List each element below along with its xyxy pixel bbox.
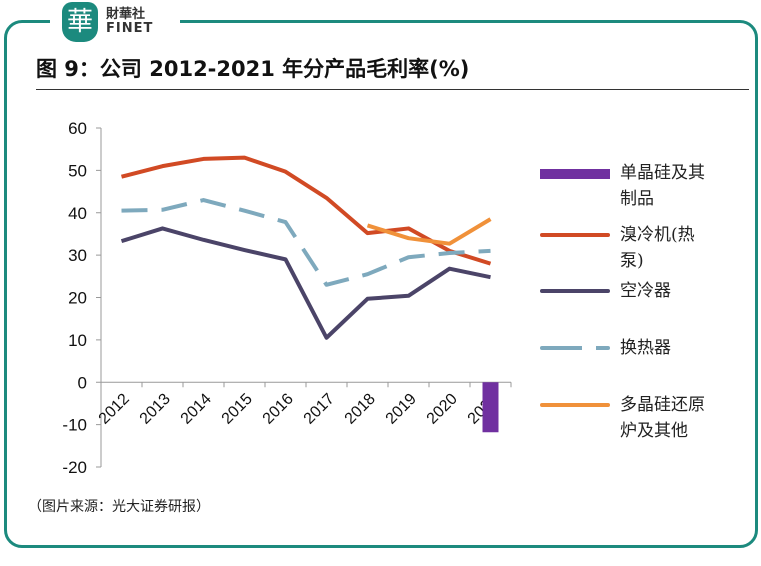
series-line-3	[121, 198, 491, 287]
x-tick-label: 2019	[383, 390, 420, 427]
bar-2021	[482, 382, 499, 433]
y-tick-label: 0	[78, 373, 87, 392]
y-tick-label: 40	[68, 204, 87, 223]
series-line-4	[366, 217, 492, 246]
y-tick-label: 10	[68, 331, 87, 350]
series-line-2	[120, 226, 491, 340]
y-tick-label: -10	[62, 416, 87, 435]
legend-label: 空冷器	[620, 281, 671, 301]
legend-swatch	[540, 233, 610, 237]
legend-label: 多晶硅还原炉及其他	[620, 395, 705, 441]
x-tick-label: 2013	[137, 390, 174, 427]
chart-title: 图 9：公司 2012-2021 年分产品毛利率(%)	[36, 57, 470, 81]
legend-swatch	[540, 346, 610, 350]
legend-swatch	[540, 289, 610, 293]
title-divider	[36, 89, 749, 90]
x-tick-label: 2016	[260, 390, 297, 427]
y-tick-label: 20	[68, 289, 87, 308]
legend-label: 换热器	[620, 338, 671, 358]
legend-label: 溴冷机(热泵)	[620, 225, 695, 271]
y-tick-label: 50	[68, 161, 87, 180]
x-tick-label: 2017	[301, 390, 338, 427]
x-tick-label: 2020	[424, 390, 461, 427]
brand-name: 財華社 FINET	[106, 8, 153, 36]
brand-cn: 財華社	[106, 7, 146, 22]
x-tick-label: 2015	[219, 390, 256, 427]
y-tick-label: 30	[68, 246, 87, 265]
y-tick-label: -20	[62, 458, 87, 477]
legend-label: 单晶硅及其制品	[620, 163, 705, 209]
x-tick-label: 2018	[342, 390, 379, 427]
brand-en: FINET	[106, 21, 154, 36]
legend-swatch	[540, 403, 610, 407]
legend-swatch	[540, 169, 610, 179]
source-note: （图片来源：光大证券研报）	[28, 499, 210, 515]
series-line-1	[120, 155, 492, 266]
y-tick-label: 60	[68, 119, 87, 138]
chart-frame	[4, 20, 758, 548]
x-tick-label: 2014	[178, 390, 215, 427]
finet-logo: 華	[62, 2, 98, 42]
